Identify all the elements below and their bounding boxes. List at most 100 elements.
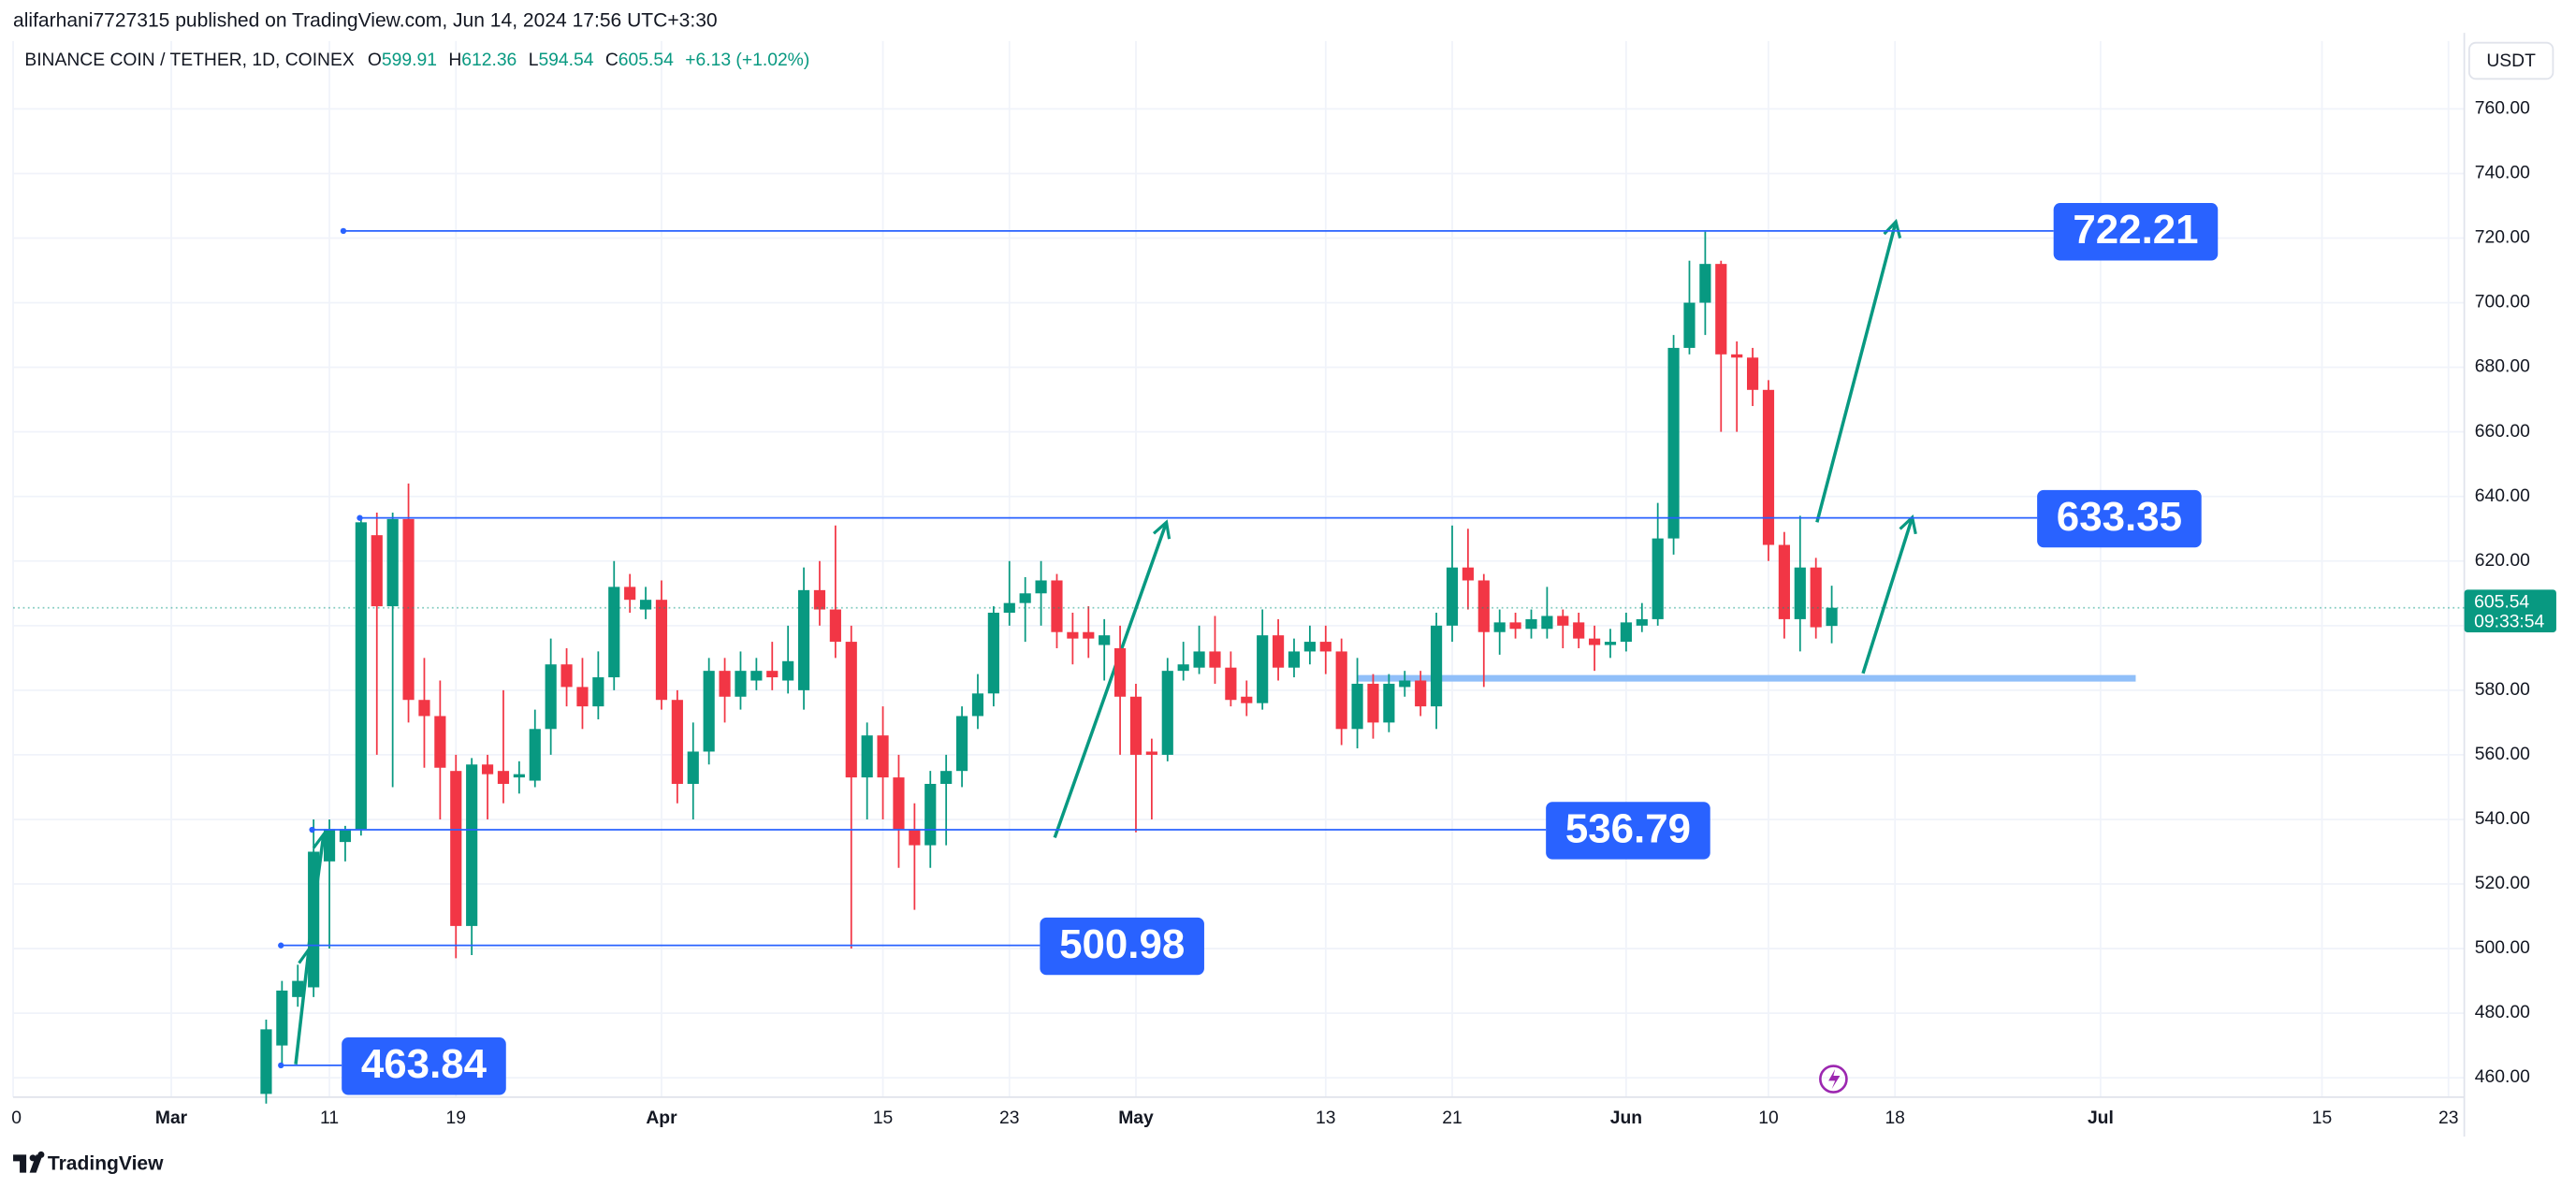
candle-body xyxy=(1477,580,1490,632)
level-anchor xyxy=(278,1062,284,1069)
candle-body xyxy=(1083,631,1095,639)
candle-body xyxy=(655,600,668,701)
candle-body xyxy=(1335,651,1347,730)
candle-body xyxy=(955,716,968,772)
x-tick-label: Jul xyxy=(2088,1108,2114,1128)
event-icon[interactable] xyxy=(1819,1065,1848,1094)
y-tick-label: 480.00 xyxy=(2475,1003,2530,1022)
candle-body xyxy=(1241,696,1253,703)
x-tick-label: Mar xyxy=(155,1108,188,1128)
y-tick-label: 640.00 xyxy=(2475,486,2530,506)
candle-body xyxy=(1589,638,1601,645)
candle-body xyxy=(1399,680,1411,688)
candle-body xyxy=(624,587,636,601)
candle-body xyxy=(750,671,763,681)
candle-body xyxy=(339,829,352,843)
level-label: 722.21 xyxy=(2073,207,2198,253)
candle-body xyxy=(1067,631,1079,639)
candle-body xyxy=(1430,625,1443,707)
candle-body xyxy=(1145,751,1157,755)
candle-body xyxy=(1019,593,1031,603)
ohlc-value: 605.54 xyxy=(619,51,674,70)
candle-body xyxy=(1652,538,1664,619)
candle-body xyxy=(1620,622,1632,643)
ohlc-letter: O xyxy=(368,51,382,70)
x-tick-label: 23 xyxy=(999,1108,1019,1128)
candle-body xyxy=(1129,696,1142,755)
event-bolt xyxy=(1828,1069,1841,1090)
candle-body xyxy=(545,664,557,730)
candle-body xyxy=(1113,647,1127,697)
candle-body xyxy=(481,764,494,775)
candle-body xyxy=(877,735,889,778)
candle-body xyxy=(1826,607,1838,627)
y-tick-label: 620.00 xyxy=(2475,551,2530,571)
candle-body xyxy=(260,1029,272,1094)
ohlc-letter: H xyxy=(448,51,461,70)
candle-body xyxy=(371,535,383,607)
level-label: 633.35 xyxy=(2057,494,2182,540)
level-box xyxy=(342,1037,506,1095)
x-tick-label: 15 xyxy=(873,1108,893,1128)
symbol-legend: BINANCE COIN / TETHER, 1D, COINEX O599.9… xyxy=(24,51,809,70)
candle-body xyxy=(1493,622,1506,632)
brand: TradingView xyxy=(48,1152,164,1174)
candle-body xyxy=(1209,651,1221,668)
candle-body xyxy=(402,518,415,701)
x-tick-label: 21 xyxy=(1442,1108,1462,1128)
y-tick-label: 680.00 xyxy=(2475,357,2530,377)
candle-body xyxy=(513,774,525,778)
candle-body xyxy=(1525,618,1537,630)
candle-body xyxy=(1177,664,1189,672)
candle-body xyxy=(1099,635,1111,645)
level-box xyxy=(2053,203,2219,261)
currency-button[interactable] xyxy=(2467,41,2554,80)
last-price-tag xyxy=(2464,589,2556,633)
candle-body xyxy=(1446,567,1459,626)
y-tick-label: 560.00 xyxy=(2475,745,2530,764)
candle-body xyxy=(1035,580,1047,594)
x-tick-label: 23 xyxy=(2438,1108,2458,1128)
y-tick-label: 760.00 xyxy=(2475,99,2530,119)
candle-body xyxy=(576,687,589,707)
countdown: 09:33:54 xyxy=(2474,613,2544,632)
candle-body xyxy=(813,589,826,610)
candle-body xyxy=(1383,683,1395,723)
candle-body xyxy=(1762,389,1775,545)
ohlc-value: 599.91 xyxy=(382,51,437,70)
candle-body xyxy=(529,729,541,781)
candle-body xyxy=(1747,357,1759,390)
candle-body xyxy=(845,642,857,778)
x-tick-label: Jun xyxy=(1610,1108,1642,1128)
publisher-line: alifarhani7727315 published on TradingVi… xyxy=(13,9,718,31)
level-anchor xyxy=(278,942,284,949)
candle-body xyxy=(497,771,510,784)
candle-body xyxy=(1683,302,1696,348)
ohlc-letter: C xyxy=(605,51,619,70)
arrow xyxy=(294,946,317,1065)
level-anchor xyxy=(357,514,363,521)
candle-body xyxy=(1288,651,1301,668)
x-tick-label: 13 xyxy=(1316,1108,1335,1128)
candle-body xyxy=(1303,642,1316,652)
candle-body xyxy=(639,600,652,610)
y-tick-label: 580.00 xyxy=(2475,680,2530,700)
candle-body xyxy=(292,980,304,997)
candle-body xyxy=(560,664,573,688)
candle-body xyxy=(1319,642,1332,652)
candle-body xyxy=(766,671,779,678)
candle-body xyxy=(1193,651,1205,668)
level-box xyxy=(2037,489,2202,548)
symbol-title: BINANCE COIN / TETHER, 1D, COINEX xyxy=(24,51,355,70)
candle-body xyxy=(386,518,399,607)
candle-body xyxy=(924,783,937,846)
candle-body xyxy=(1415,680,1427,707)
x-tick-label: 11 xyxy=(320,1108,339,1128)
candle-body xyxy=(987,613,999,694)
candle-body xyxy=(1636,618,1648,626)
level-label: 463.84 xyxy=(361,1041,488,1087)
logo-dot xyxy=(29,1154,36,1162)
level-box xyxy=(1040,917,1204,976)
candle-body xyxy=(1367,683,1379,723)
arrow xyxy=(1053,519,1172,839)
